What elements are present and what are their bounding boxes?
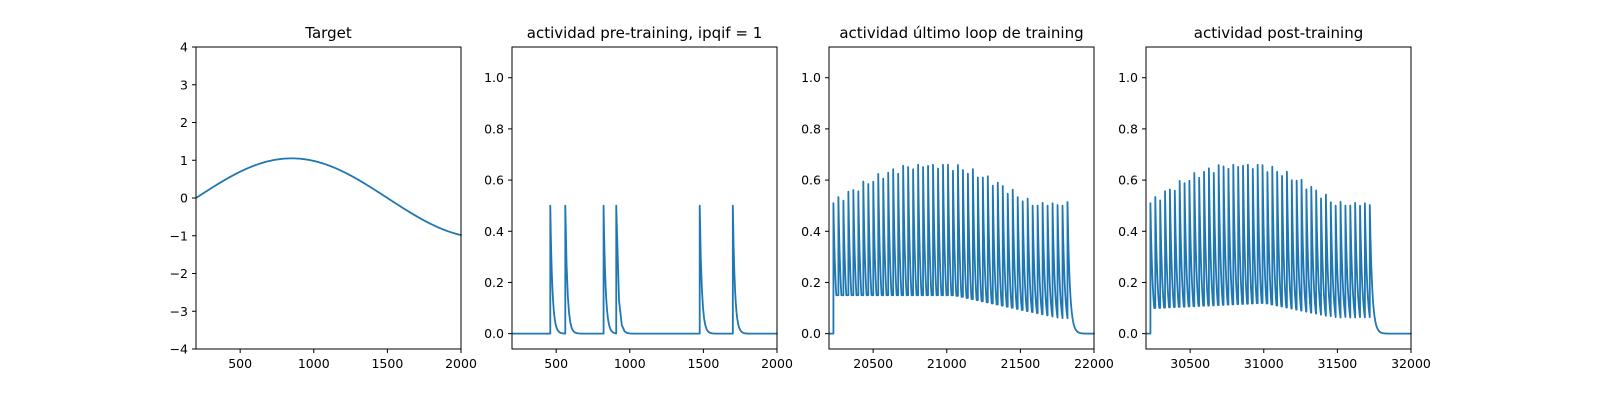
x-tick-label: 500 bbox=[544, 356, 568, 371]
y-tick-label: 0.2 bbox=[1118, 275, 1138, 290]
panel-title: actividad pre-training, ipqif = 1 bbox=[527, 24, 763, 42]
y-tick-label: 0.0 bbox=[801, 326, 821, 341]
panel-title: Target bbox=[304, 24, 352, 42]
plot-frame bbox=[195, 46, 462, 350]
y-tick-label: 2 bbox=[180, 115, 188, 130]
y-tick-label: 1 bbox=[180, 153, 188, 168]
x-tick-label: 1000 bbox=[298, 356, 330, 371]
x-tick-label: 500 bbox=[228, 356, 252, 371]
y-tick-label: 0.2 bbox=[484, 275, 504, 290]
panel-title: actividad último loop de training bbox=[839, 24, 1083, 42]
y-tick-label: 1.0 bbox=[1118, 70, 1138, 85]
y-tick-label: 0.8 bbox=[801, 121, 821, 136]
plot-frame bbox=[511, 46, 778, 350]
x-tick-label: 22000 bbox=[1074, 356, 1114, 371]
panel-target: Target 500 1000 1500 2000 −4 −3 −2 −1 0 1 2 3 4 bbox=[170, 24, 477, 371]
x-tick-label: 21000 bbox=[927, 356, 967, 371]
x-tick-label: 21500 bbox=[1001, 356, 1041, 371]
x-tick-label: 30500 bbox=[1170, 356, 1210, 371]
plot-frame bbox=[828, 46, 1095, 350]
x-tick-label: 1500 bbox=[687, 356, 719, 371]
y-tick-label: 0.4 bbox=[1118, 224, 1138, 239]
y-tick-label: −1 bbox=[170, 228, 188, 243]
y-tick-label: 0.4 bbox=[484, 224, 504, 239]
x-tick-label: 31500 bbox=[1318, 356, 1358, 371]
y-tick-label: 1.0 bbox=[484, 70, 504, 85]
y-tick-label: 1.0 bbox=[801, 70, 821, 85]
panel-pre-training: actividad pre-training, ipqif = 1 500 100… bbox=[484, 24, 793, 371]
x-tick-label: 31000 bbox=[1244, 356, 1284, 371]
y-tick-label: 0.6 bbox=[1118, 173, 1138, 188]
y-tick-label: −2 bbox=[170, 266, 188, 281]
plot-frame bbox=[1145, 46, 1412, 350]
x-tick-label: 2000 bbox=[761, 356, 793, 371]
y-tick-label: 0.0 bbox=[484, 326, 504, 341]
y-tick-label: 0 bbox=[180, 191, 188, 206]
y-tick-label: 3 bbox=[180, 77, 188, 92]
y-tick-label: 0.4 bbox=[801, 224, 821, 239]
y-tick-label: 4 bbox=[180, 40, 188, 55]
x-tick-label: 32000 bbox=[1391, 356, 1431, 371]
x-tick-label: 1500 bbox=[371, 356, 403, 371]
y-tick-label: 0.6 bbox=[484, 173, 504, 188]
series-line-target bbox=[195, 157, 462, 236]
y-tick-label: 0.0 bbox=[1118, 326, 1138, 341]
panel-last-training-loop: actividad último loop de training 20500 2… bbox=[801, 24, 1114, 371]
y-tick-label: 0.8 bbox=[484, 121, 504, 136]
y-tick-label: 0.8 bbox=[1118, 121, 1138, 136]
y-tick-label: −3 bbox=[170, 304, 188, 319]
x-tick-label: 20500 bbox=[853, 356, 893, 371]
series-line-actividad bbox=[828, 163, 1095, 335]
x-tick-label: 1000 bbox=[614, 356, 646, 371]
panel-title: actividad post-training bbox=[1194, 24, 1363, 42]
y-tick-label: 0.6 bbox=[801, 173, 821, 188]
series-line-actividad bbox=[511, 204, 778, 335]
y-tick-label: −4 bbox=[170, 342, 188, 357]
series-line-actividad bbox=[1145, 163, 1412, 335]
x-tick-label: 2000 bbox=[445, 356, 477, 371]
panel-post-training: actividad post-training 30500 31000 31500 3… bbox=[1118, 24, 1431, 371]
y-tick-label: 0.2 bbox=[801, 275, 821, 290]
